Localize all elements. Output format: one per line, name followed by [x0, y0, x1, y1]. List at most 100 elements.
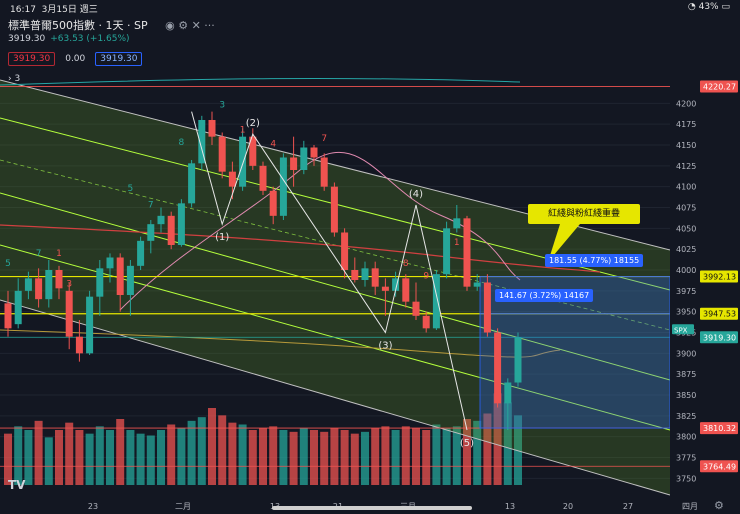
candle-body: [14, 290, 22, 325]
volume-bar: [391, 430, 400, 485]
candle-body: [86, 296, 94, 354]
volume-bar: [116, 419, 125, 485]
candle-body: [330, 186, 338, 233]
volume-bar: [167, 424, 176, 485]
measure-lower-text: 141.67 (3.72%) 14167: [499, 291, 590, 300]
price-tag-label: 4220.27: [703, 82, 736, 91]
y-tick-label: 3975: [676, 287, 696, 296]
price-tag-bg: [700, 80, 738, 93]
candle-body: [300, 147, 308, 170]
candle-body: [259, 165, 267, 191]
candle-body: [239, 136, 247, 187]
buy-button[interactable]: 3919.30: [95, 52, 143, 66]
sequence-label: 8: [179, 138, 185, 148]
channel-overlay: [0, 77, 671, 496]
volume-bar: [401, 426, 410, 485]
symbol-title[interactable]: 標準普爾500指數 · 1天 · SP: [8, 19, 148, 32]
volume-bar: [228, 422, 237, 485]
close-icon[interactable]: ✕: [191, 19, 201, 32]
candle-body: [167, 215, 175, 245]
volume-bar: [238, 424, 247, 485]
volume-bar: [310, 430, 318, 485]
candle-body: [412, 301, 420, 316]
price-tag-label: 3947.53: [703, 310, 736, 319]
volume-bar: [340, 430, 349, 485]
candle-body: [126, 265, 134, 295]
measure-upper[interactable]: 181.55 (4.77%) 18155: [545, 254, 644, 267]
indicators-toggle[interactable]: › 3: [8, 74, 20, 84]
y-tick-label: 3875: [676, 370, 696, 379]
volume-bar: [146, 435, 155, 485]
x-tick-label: 13: [505, 502, 515, 511]
price-tag-bg: [700, 270, 738, 283]
sell-button[interactable]: 3919.30: [8, 52, 56, 66]
symbol-header[interactable]: 標準普爾500指數 · 1天 · SP ◉ ⚙ ✕ ···: [8, 17, 215, 33]
candle-body: [208, 120, 216, 137]
candle-body: [290, 157, 298, 170]
volume-bar: [289, 431, 298, 485]
price-tag-bg: [700, 307, 738, 320]
x-tick-label: 23: [88, 502, 98, 511]
settings-icon[interactable]: ⚙: [178, 19, 189, 32]
candle-body: [269, 190, 277, 216]
x-tick-label: 四月: [682, 502, 698, 511]
candle-body: [96, 268, 104, 297]
y-tick-label: 4075: [676, 204, 696, 213]
sequence-label: 1: [454, 238, 460, 248]
hide-icon[interactable]: ◉: [165, 19, 175, 32]
sequence-label: 3: [219, 101, 225, 111]
price-axis: 3750 3775 3800 3825 3850 3875 3900 3925 3950 3975…: [670, 14, 740, 514]
volume-bar: [126, 430, 135, 485]
price-tag-label: 3764.49: [703, 462, 736, 471]
volume-bar: [452, 426, 461, 485]
candle-body: [157, 215, 165, 225]
battery-icon: ▭: [721, 2, 730, 12]
measure-upper-text: 181.55 (4.77%) 18155: [549, 256, 640, 265]
volume-bar: [24, 430, 33, 485]
y-tick-label: 3800: [676, 433, 696, 442]
volume-bar: [422, 430, 431, 485]
annotation-callout[interactable]: 紅綫與粉紅綫重疊: [528, 204, 640, 224]
indicators-count: 3: [14, 74, 21, 84]
y-tick-label: 4000: [676, 266, 696, 275]
wifi-icon: ◔: [687, 2, 696, 12]
last-price: 3919.30: [8, 34, 46, 44]
y-tick-label: 4125: [676, 162, 696, 171]
candle-body: [381, 286, 389, 291]
sequence-label: 9: [423, 271, 429, 281]
y-tick-label: 4050: [676, 224, 696, 233]
candle-body: [228, 171, 236, 187]
status-date: 3月15日 週三: [41, 5, 98, 15]
measure-lower[interactable]: 141.67 (3.72%) 14167: [495, 289, 594, 302]
candle-body: [443, 228, 451, 275]
more-icon[interactable]: ···: [204, 19, 215, 32]
volume-bar: [136, 433, 145, 485]
expand-icon[interactable]: ⤡: [708, 34, 730, 56]
volume-bar: [85, 433, 94, 485]
channel-line: [0, 299, 671, 496]
volume-bar: [248, 430, 257, 485]
volume-bar: [14, 426, 23, 485]
candle-body: [249, 136, 257, 166]
price-tag-label: 3992.13: [703, 273, 736, 282]
sequence-label: 6: [372, 271, 378, 281]
wave-label: (5): [460, 438, 474, 449]
volume-bar: [463, 419, 471, 485]
volume-bar: [412, 428, 420, 485]
volume-bar: [473, 420, 482, 485]
volume-bar: [218, 415, 227, 485]
sequence-label: 4: [270, 140, 276, 150]
candle-body: [137, 240, 145, 266]
candle-body: [65, 290, 73, 337]
candle-body: [198, 120, 206, 164]
candle-body: [392, 278, 400, 291]
candle-body: [361, 268, 369, 280]
x-tick-label: 27: [623, 502, 633, 511]
trade-bar: 3919.30 0.00 3919.30: [8, 52, 143, 66]
candle-body: [483, 282, 491, 333]
volume-bar: [503, 402, 512, 485]
ma-pink: [119, 151, 521, 311]
candle-body: [504, 382, 512, 404]
gear-icon[interactable]: ⚙: [714, 499, 724, 512]
